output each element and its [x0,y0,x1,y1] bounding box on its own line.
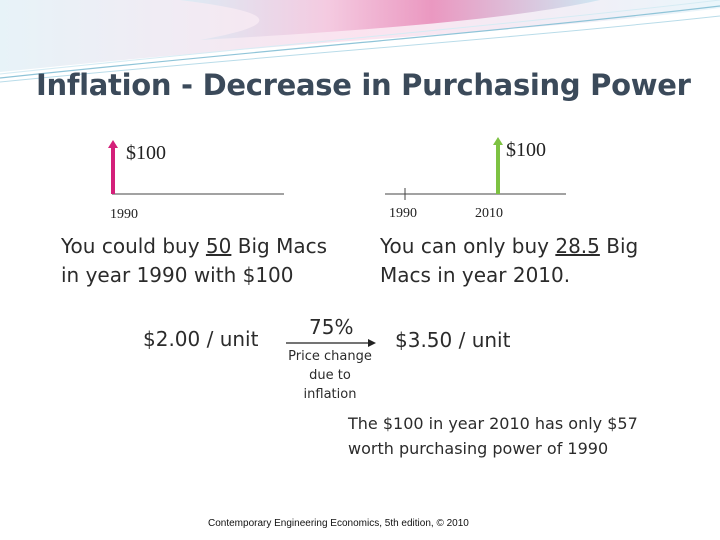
middle-arrow-head [368,339,376,347]
left-unit-price: $2.00 / unit [143,327,259,351]
right-unit-price: $3.50 / unit [395,328,511,352]
inflation-percent: 75% [309,315,354,339]
conclusion-note: The $100 in year 2010 has only $57 worth… [348,411,678,461]
right-amount: $100 [506,139,546,161]
right-bigmac-count: 28.5 [555,234,600,258]
right-text-line2: Macs in year 2010. [380,263,571,287]
left-text-line2: in year 1990 with $100 [61,263,294,287]
left-year: 1990 [110,207,138,222]
right-text-a: You can only buy [380,234,556,258]
page-title: Inflation - Decrease in Purchasing Power [36,68,691,102]
caption-line2: due to [309,368,351,383]
left-arrow-head [108,140,118,148]
caption-line1: Price change [288,349,372,364]
caption-line3: inflation [303,387,357,402]
left-arrow-shaft [111,146,115,194]
left-amount: $100 [126,142,166,164]
right-arrow-shaft [496,143,500,194]
right-text-b: Big [599,234,639,258]
left-text-a: You could buy [61,234,206,258]
left-description: You could buy 50 Big Macs in year 1990 w… [61,232,351,290]
inflation-caption: Price change due to inflation [280,347,380,404]
left-text-b: Big Macs [231,234,327,258]
footer-citation: Contemporary Engineering Economics, 5th … [208,518,469,529]
conclusion-line2: worth purchasing power of 1990 [348,439,609,458]
right-description: You can only buy 28.5 Big Macs in year 2… [380,232,680,290]
right-arrow-head [493,137,503,145]
conclusion-line1: The $100 in year 2010 has only $57 [348,414,638,433]
right-year-end: 2010 [475,206,503,221]
header-banner [0,0,720,83]
left-bigmac-count: 50 [205,234,232,258]
right-year-start: 1990 [389,206,417,221]
